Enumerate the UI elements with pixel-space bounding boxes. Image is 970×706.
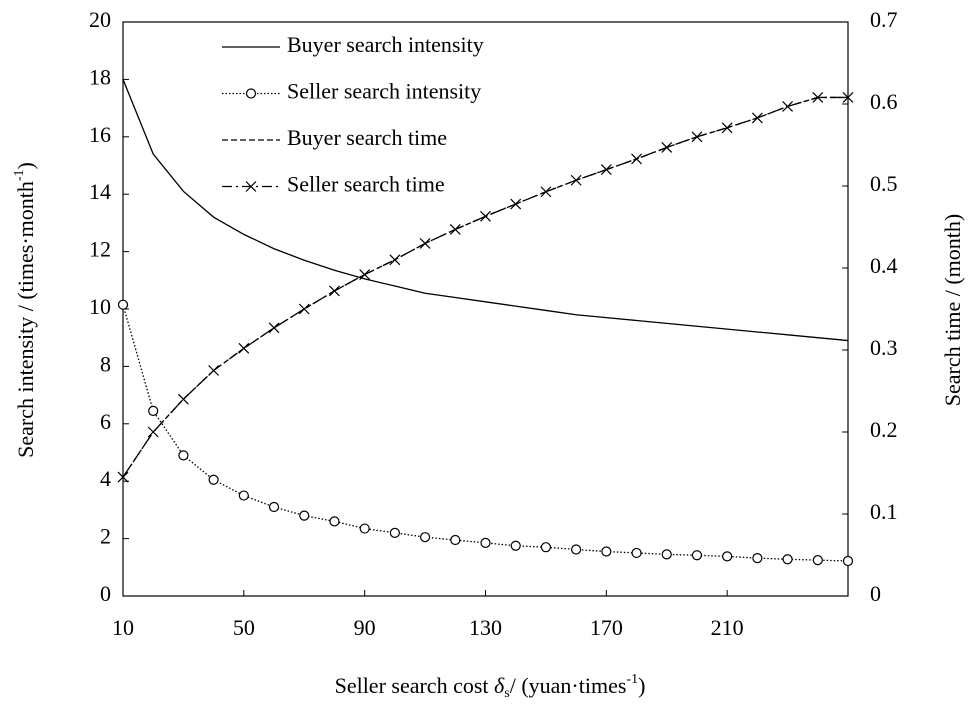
point-marker xyxy=(661,549,672,560)
point-marker xyxy=(722,551,733,562)
point-marker xyxy=(245,181,257,192)
point-marker xyxy=(751,112,763,124)
x-tick-label: 170 xyxy=(590,615,623,640)
point-marker xyxy=(449,224,461,235)
point-marker xyxy=(299,510,310,521)
y-tick-label: 4 xyxy=(100,466,111,491)
y2-tick-label: 0.7 xyxy=(870,7,898,32)
series-line xyxy=(122,79,849,342)
x-tick-label: 10 xyxy=(112,615,134,640)
series-line xyxy=(122,304,849,562)
y-tick-label: 16 xyxy=(89,122,111,147)
point-marker xyxy=(245,88,257,99)
point-marker xyxy=(540,542,552,553)
legend-label: Buyer search time xyxy=(287,125,447,150)
point-marker xyxy=(419,237,431,249)
point-marker xyxy=(298,303,310,315)
point-marker xyxy=(329,285,340,297)
legend-label: Seller search time xyxy=(287,172,445,197)
legend-label: Buyer search intensity xyxy=(287,32,484,57)
y-tick-label: 10 xyxy=(89,294,111,319)
x-tick-label: 210 xyxy=(711,615,744,640)
y-tick-label: 18 xyxy=(89,64,111,89)
point-marker xyxy=(691,550,703,561)
point-marker xyxy=(238,490,249,501)
point-marker xyxy=(419,532,431,543)
point-marker xyxy=(480,537,491,549)
point-marker xyxy=(329,516,340,527)
x-tick-label: 130 xyxy=(469,615,502,640)
point-marker xyxy=(359,269,371,280)
x-label-part: Seller search cost xyxy=(335,673,494,698)
point-marker xyxy=(148,405,159,416)
point-marker xyxy=(571,544,582,555)
point-marker xyxy=(178,450,189,461)
series-line xyxy=(122,96,848,478)
point-marker xyxy=(450,534,461,546)
point-marker xyxy=(208,474,219,485)
x-label-part: -1 xyxy=(626,672,638,687)
y2-tick-label: 0.1 xyxy=(870,499,898,524)
point-marker xyxy=(147,426,159,438)
point-marker xyxy=(691,131,703,143)
point-marker xyxy=(812,555,823,566)
point-marker xyxy=(510,198,522,210)
point-marker xyxy=(721,122,733,134)
point-marker xyxy=(752,553,763,564)
y2-tick-label: 0.4 xyxy=(870,253,898,278)
point-marker xyxy=(782,554,793,565)
point-marker xyxy=(812,92,824,103)
point-marker xyxy=(661,142,673,153)
point-marker xyxy=(631,153,642,165)
y-label-part: Search intensity / (times·month xyxy=(13,181,38,458)
y-tick-label: 14 xyxy=(89,179,111,204)
x-axis-label: Seller search cost δs/ (yuan·times-1) xyxy=(335,672,646,701)
point-marker xyxy=(842,555,854,567)
point-marker xyxy=(117,471,129,483)
y-tick-label: 20 xyxy=(89,7,111,32)
point-marker xyxy=(359,523,370,534)
legend-label: Seller search intensity xyxy=(287,79,481,104)
y-tick-label: 6 xyxy=(100,409,111,434)
point-marker xyxy=(842,92,854,103)
x-label-part: ) xyxy=(638,673,645,698)
y-tick-label: 2 xyxy=(100,524,111,549)
point-marker xyxy=(238,342,250,354)
plot-frame xyxy=(122,21,849,597)
point-marker xyxy=(510,540,521,551)
y2-axis-label: Search time / (month) xyxy=(940,214,965,406)
x-label-part: s xyxy=(504,686,509,701)
y-tick-label: 8 xyxy=(100,351,111,376)
point-marker xyxy=(389,254,401,266)
y-axis-label: Search intensity / (times·month-1) xyxy=(12,162,38,458)
point-marker xyxy=(208,365,220,376)
point-marker xyxy=(268,322,280,334)
y2-tick-label: 0.5 xyxy=(870,171,898,196)
y-label-part: -1 xyxy=(12,169,27,181)
point-marker xyxy=(268,501,280,513)
x-label-part: δ xyxy=(494,673,505,698)
point-marker xyxy=(117,299,129,310)
point-marker xyxy=(782,101,794,112)
y2-tick-label: 0.3 xyxy=(870,335,898,360)
point-marker xyxy=(600,164,612,176)
point-marker xyxy=(570,174,582,186)
point-marker xyxy=(631,547,642,559)
x-label-part: / (yuan·times xyxy=(510,673,627,698)
y-tick-label: 12 xyxy=(89,237,111,262)
x-tick-label: 50 xyxy=(233,615,255,640)
y-tick-label: 0 xyxy=(100,581,111,606)
y-label-part: ) xyxy=(13,162,38,169)
point-marker xyxy=(540,186,552,198)
y2-tick-label: 0.2 xyxy=(870,417,898,442)
y2-tick-label: 0 xyxy=(870,581,881,606)
point-marker xyxy=(177,393,189,405)
point-marker xyxy=(601,546,612,557)
series-line xyxy=(122,96,848,478)
x-tick-label: 90 xyxy=(354,615,376,640)
y2-tick-label: 0.6 xyxy=(870,89,898,114)
point-marker xyxy=(480,210,491,222)
point-marker xyxy=(389,527,400,538)
